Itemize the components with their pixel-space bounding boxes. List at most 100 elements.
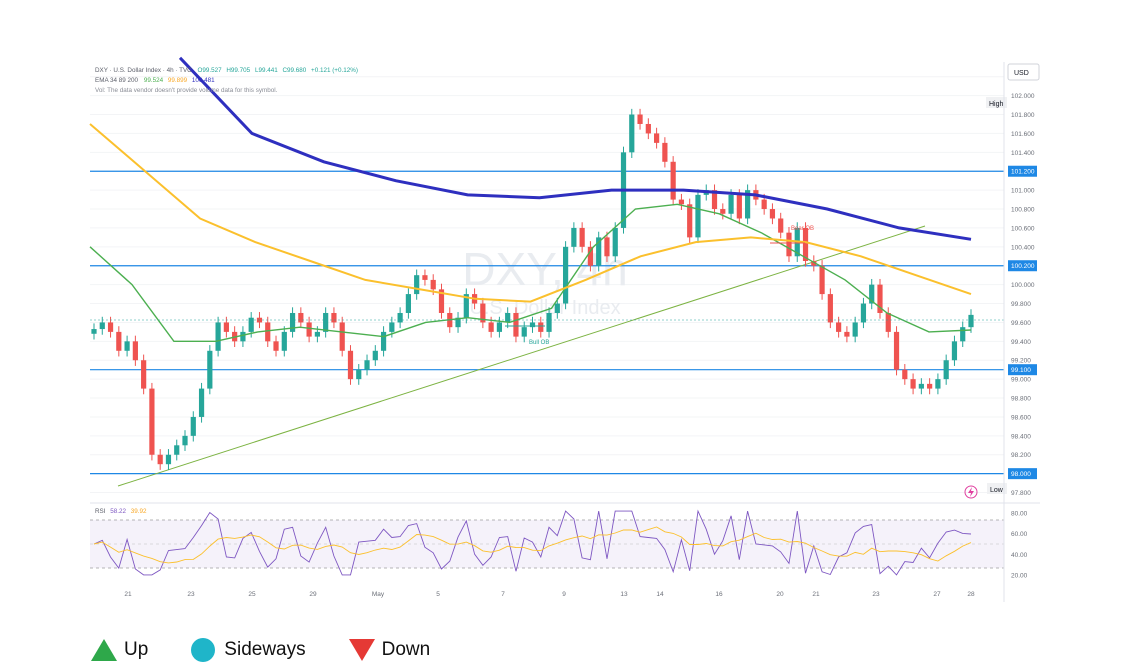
time-tick-label: May: [372, 591, 385, 598]
down-triangle-shape: [348, 639, 375, 661]
rsi-line: [93, 509, 972, 576]
candle-body: [960, 327, 966, 342]
candle-body: [852, 322, 858, 337]
candle-body: [571, 227, 577, 247]
rsi-label: RSI: [95, 508, 106, 515]
price-tick-label: 100.400: [1011, 244, 1035, 251]
time-tick-label: 21: [124, 591, 132, 598]
time-tick-label: 29: [309, 591, 317, 598]
candle-body: [745, 190, 751, 219]
watermark-symbol: DXY, 4h: [462, 243, 627, 295]
candle-body: [364, 360, 370, 370]
price-tick-label: 101.000: [1011, 188, 1035, 195]
rsi-pane: RSI 58.22 39.92 80.00 60.00 40.00 20.00: [90, 502, 1040, 579]
price-tick-label: 99.000: [1011, 377, 1031, 384]
candle-body: [629, 114, 635, 153]
candle-body: [844, 331, 850, 337]
candle-body: [463, 294, 469, 318]
candle-body: [596, 237, 602, 266]
candle-body: [637, 114, 643, 124]
price-tick-label: 98.200: [1011, 452, 1031, 459]
currency-box[interactable]: USD: [1007, 63, 1040, 81]
candle-body: [414, 275, 420, 295]
candle-body: [207, 350, 213, 389]
price-tick-label: 101.400: [1011, 150, 1035, 157]
candle-body: [496, 322, 503, 332]
price-tick-label: 98.800: [1011, 396, 1031, 403]
price-tick-label: 99.400: [1011, 339, 1031, 346]
candle-body: [356, 369, 362, 380]
price-tick-label: 99.600: [1011, 320, 1031, 327]
level-tag-box: [1008, 260, 1037, 272]
rsi-header: RSI 58.22 39.92: [95, 508, 147, 515]
legend-sideways: Sideways: [190, 638, 306, 662]
time-tick-label: 13: [620, 591, 628, 598]
ema-label: EMA 34 89 200: [95, 77, 139, 84]
high-tag-label: High: [989, 101, 1004, 108]
price-axis: 102.200102.000101.800101.600101.400101.2…: [1011, 74, 1035, 497]
bear-ob-annotation: Bear OB: [770, 226, 814, 244]
ema200-line: [178, 56, 972, 241]
price-tick-label: 99.200: [1011, 358, 1031, 365]
candle-body: [116, 331, 122, 351]
price-tick-label: 101.800: [1011, 112, 1035, 119]
candle-body: [331, 312, 337, 323]
time-tick-label: 20: [776, 591, 784, 598]
candle-body: [265, 322, 271, 342]
rsi-ma-value: 39.92: [131, 508, 147, 515]
candle-body: [223, 322, 229, 332]
time-tick-label: 5: [436, 591, 440, 598]
level-tag-label: 100.200: [1011, 263, 1035, 270]
lightning-icon[interactable]: [964, 485, 978, 499]
candle-body: [836, 322, 842, 332]
header-high: H99.705: [226, 67, 250, 74]
header-line-1: DXY · U.S. Dollar Index · 4h · TVC O99.5…: [95, 67, 358, 74]
candle-body: [546, 312, 552, 332]
ema34-value: 99.524: [144, 77, 164, 84]
candle-body: [670, 161, 676, 200]
candle-body: [587, 246, 594, 266]
candle-body: [215, 322, 221, 351]
time-tick-label: 14: [656, 591, 664, 598]
candle-body: [819, 265, 825, 295]
header-open: O99.527: [197, 67, 222, 74]
candle-body: [248, 317, 254, 332]
lightning-icon-bolt: [968, 487, 974, 497]
candle-body: [281, 331, 287, 351]
candle-body: [99, 322, 105, 330]
time-tick-label: 23: [187, 591, 195, 598]
candle-body: [430, 279, 436, 290]
candle-body: [778, 218, 784, 233]
header-title: DXY · U.S. Dollar Index · 4h · TVC: [95, 67, 192, 74]
level-lines: [90, 170, 1004, 475]
candle-body: [298, 312, 304, 323]
candle-body: [761, 199, 767, 210]
header-close: C99.680: [282, 67, 306, 74]
header-line-2: EMA 34 89 200 99.524 99.899 100.481: [95, 77, 215, 84]
price-tick-label: 101.600: [1011, 131, 1035, 138]
candle-body: [380, 331, 387, 351]
candle-body: [306, 322, 312, 337]
candle-body: [347, 350, 354, 380]
level-tag-label: 101.200: [1011, 169, 1035, 176]
candle-body: [935, 379, 941, 389]
candle-body: [91, 329, 97, 334]
price-tick-label: 98.600: [1011, 414, 1031, 421]
level-tag-label: 98.000: [1011, 471, 1031, 478]
candle-body: [612, 227, 618, 257]
candle-body: [513, 312, 519, 337]
time-tick-label: 23: [872, 591, 880, 598]
candle-body: [951, 341, 958, 361]
candle-body: [869, 284, 875, 304]
ema34-line: [89, 203, 972, 342]
candle-body: [124, 341, 130, 351]
candle-body: [554, 303, 560, 313]
candle-body: [579, 227, 585, 247]
circle-icon: [191, 638, 216, 662]
rsi-ma-line: [93, 526, 972, 564]
down-triangle-icon: [348, 639, 375, 661]
candle-body: [645, 123, 651, 134]
candle-body: [910, 379, 916, 389]
up-triangle-shape: [91, 639, 117, 661]
currency-box-frame: [1007, 63, 1040, 81]
